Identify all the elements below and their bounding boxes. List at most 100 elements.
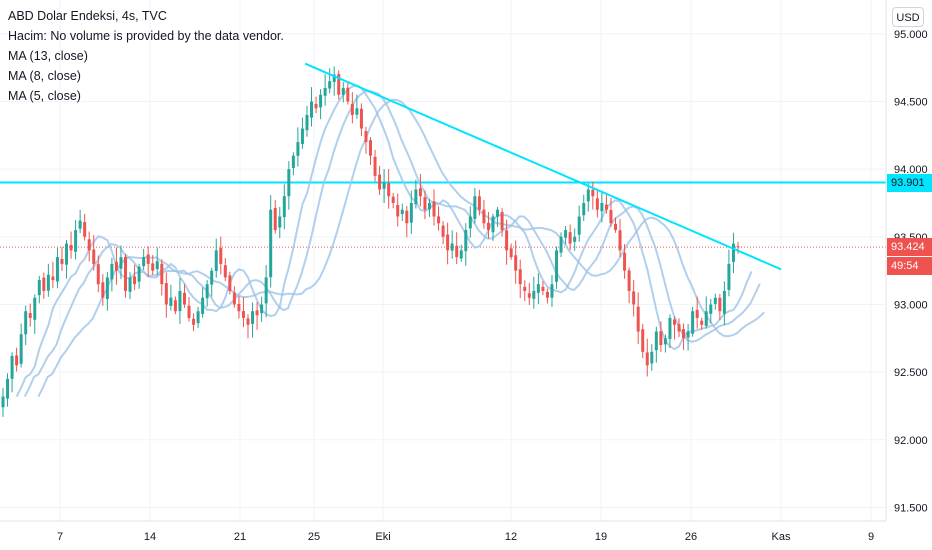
candle-body	[219, 248, 223, 264]
price-tick-label: 94.500	[894, 96, 928, 108]
candle-body	[418, 188, 422, 197]
candle-body	[659, 331, 663, 346]
candle-body	[709, 304, 713, 314]
candle-body	[19, 334, 23, 364]
price-tick-label: 91.500	[894, 502, 928, 514]
candle-body	[423, 197, 427, 210]
candle-body	[595, 198, 599, 210]
candle-body	[550, 284, 554, 298]
candle-body	[722, 290, 726, 314]
candle-body	[496, 209, 500, 217]
time-tick-label: Kas	[772, 531, 791, 543]
candle-body	[55, 257, 59, 282]
candle-body	[704, 311, 708, 326]
candle-body	[28, 313, 32, 319]
candle-body	[609, 210, 613, 224]
candle-body	[427, 202, 431, 210]
candle-body	[677, 324, 681, 332]
candle-body	[305, 115, 309, 131]
candle-body	[332, 74, 336, 83]
candle-body	[133, 276, 137, 285]
candle-body	[164, 283, 168, 305]
trendline[interactable]	[304, 62, 782, 271]
ma-13-label[interactable]: MA (13, close)	[8, 49, 88, 63]
candle-body	[201, 297, 205, 314]
candlesticks	[1, 66, 740, 417]
candle-body	[10, 355, 14, 379]
candle-body	[650, 351, 654, 364]
candle-body	[682, 329, 686, 339]
candle-body	[718, 297, 722, 312]
candle-body	[264, 277, 268, 304]
candle-body	[83, 222, 87, 237]
candle-body	[24, 311, 28, 335]
candle-body	[205, 284, 209, 299]
candle-body	[527, 293, 531, 298]
candle-body	[74, 230, 78, 252]
candle-body	[509, 248, 513, 258]
candle-body	[391, 196, 395, 203]
price-tick-label: 92.000	[894, 435, 928, 447]
time-tick-label: 19	[595, 531, 607, 543]
candle-body	[255, 310, 259, 316]
symbol-title[interactable]: ABD Dolar Endeksi, 4s, TVC	[8, 9, 167, 23]
candle-body	[101, 282, 105, 298]
candle-body	[618, 230, 622, 251]
time-tick-label: 25	[308, 531, 320, 543]
time-tick-label: Eki	[375, 531, 390, 543]
candle-body	[382, 182, 386, 189]
candle-body	[228, 275, 232, 291]
last-price-tag: 93.424	[887, 238, 932, 257]
candle-body	[65, 243, 69, 265]
candle-body	[337, 74, 341, 95]
candle-body	[387, 183, 391, 197]
candle-body	[632, 291, 636, 305]
candle-body	[146, 254, 150, 264]
candle-body	[364, 131, 368, 143]
candle-body	[604, 204, 608, 210]
candle-body	[400, 209, 404, 215]
candle-body	[636, 306, 640, 332]
candle-body	[323, 87, 327, 96]
candle-body	[232, 292, 236, 305]
candle-body	[210, 270, 214, 285]
candle-body	[672, 319, 676, 325]
candle-body	[105, 277, 109, 299]
candle-body	[37, 280, 41, 296]
candle-body	[491, 216, 495, 233]
candle-body	[591, 189, 595, 197]
candle-body	[654, 331, 658, 351]
time-tick-label: 26	[685, 531, 697, 543]
candle-body	[87, 239, 91, 251]
price-tick-label: 93.000	[894, 299, 928, 311]
candle-body	[273, 207, 277, 231]
ma-8-label[interactable]: MA (8, close)	[8, 69, 81, 83]
candle-body	[350, 103, 354, 116]
price-tick-label: 92.500	[894, 367, 928, 379]
time-tick-label: 9	[868, 531, 874, 543]
candle-body	[187, 305, 191, 319]
candle-body	[15, 355, 19, 366]
candle-body	[119, 257, 123, 269]
candle-body	[409, 202, 413, 223]
candle-body	[414, 189, 418, 205]
candle-body	[282, 196, 286, 218]
candle-body	[196, 311, 200, 324]
candle-body	[623, 252, 627, 271]
candle-body	[437, 216, 441, 224]
candle-body	[700, 320, 704, 325]
currency-button[interactable]: USD	[892, 7, 924, 27]
candle-body	[532, 290, 536, 299]
candle-body	[92, 249, 96, 264]
candle-body	[645, 352, 649, 366]
ma-5-label[interactable]: MA (5, close)	[8, 89, 81, 103]
candle-body	[641, 329, 645, 352]
candle-body	[237, 303, 241, 312]
candle-body	[1, 396, 5, 408]
ma-8-line	[23, 90, 761, 397]
time-axis[interactable]: 7 14 21 25 Eki 12 19 26 Kas 9	[0, 520, 886, 543]
candle-body	[300, 128, 304, 144]
candle-body	[246, 318, 250, 325]
candle-body	[446, 234, 450, 251]
candle-body	[455, 245, 459, 258]
